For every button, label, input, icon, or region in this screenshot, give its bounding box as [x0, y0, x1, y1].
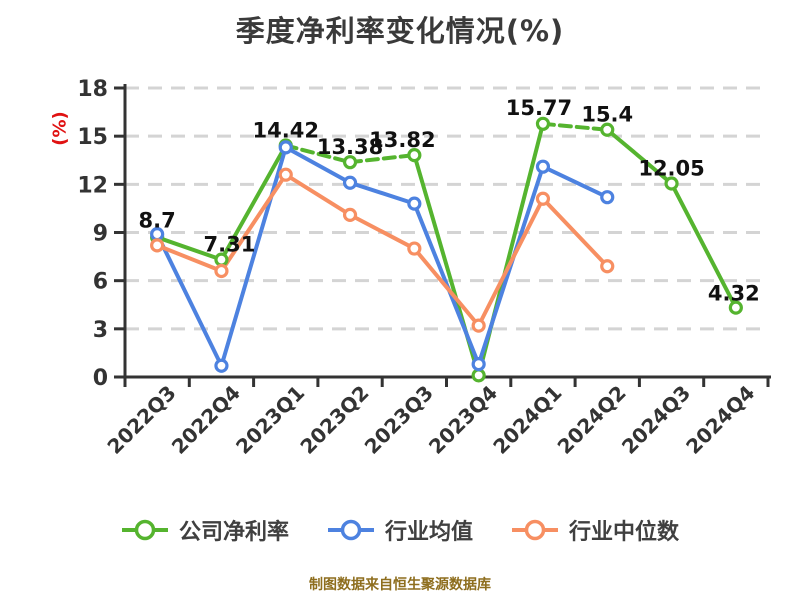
series-line-industry-average	[412, 201, 481, 367]
x-category-label: 2024Q2	[553, 381, 631, 459]
legend-marker-icon	[512, 519, 558, 541]
series-line-company-net-margin	[155, 235, 224, 262]
data-point-industry-median[interactable]	[278, 167, 293, 182]
series-line-industry-average	[155, 232, 224, 368]
data-point-industry-median[interactable]	[214, 263, 229, 279]
series-line-company-net-margin	[605, 127, 674, 186]
series-line-industry-median	[540, 196, 610, 269]
legend-item-industry-average[interactable]: 行业均值	[327, 514, 473, 546]
data-point-label: 15.4	[581, 103, 633, 127]
data-point-label: 7.31	[204, 233, 256, 257]
series-line-industry-median	[348, 212, 417, 251]
series-line-company-net-margin	[283, 143, 353, 165]
x-category-label: 2024Q4	[681, 381, 759, 459]
data-point-industry-median[interactable]	[150, 238, 165, 253]
series-line-industry-average	[540, 164, 610, 200]
x-category-label: 2023Q4	[424, 381, 502, 459]
data-point-label: 8.7	[139, 208, 176, 232]
series-line-company-net-margin	[219, 143, 288, 262]
series-line-industry-median	[155, 243, 224, 274]
legend-marker-icon	[121, 519, 168, 541]
series-line-industry-average	[219, 145, 288, 368]
data-point-company-net-margin[interactable]	[728, 300, 743, 315]
legend: 公司净利率 行业均值 行业中位数	[0, 514, 800, 546]
data-point-industry-average[interactable]	[407, 196, 422, 211]
data-point-company-net-margin[interactable]	[342, 155, 358, 170]
y-axis-tick-label: 18	[77, 77, 108, 102]
legend-item-label: 行业中位数	[569, 520, 680, 545]
data-point-label: 15.77	[506, 96, 572, 120]
data-point-company-net-margin[interactable]	[407, 148, 422, 163]
x-category-label: 2022Q4	[167, 381, 245, 459]
data-point-label: 14.42	[253, 118, 319, 142]
data-point-label: 13.82	[369, 128, 435, 152]
series-line-industry-median	[476, 196, 545, 328]
series-line-industry-median	[283, 172, 353, 217]
data-point-company-net-margin[interactable]	[600, 122, 615, 137]
y-axis-tick-label: 6	[93, 270, 108, 295]
data-point-label: 12.05	[638, 157, 704, 181]
y-axis-tick-label: 15	[77, 125, 108, 150]
series-line-industry-average	[283, 145, 353, 185]
data-point-industry-median[interactable]	[600, 259, 615, 274]
series-line-industry-average	[348, 180, 417, 206]
x-category-label: 2023Q2	[295, 381, 373, 459]
data-point-company-net-margin[interactable]	[664, 176, 679, 191]
x-category-label: 2023Q3	[360, 381, 438, 459]
data-point-label: 13.38	[317, 135, 383, 159]
legend-marker-icon	[327, 519, 374, 541]
series-line-company-net-margin	[348, 153, 417, 165]
data-point-label: 4.32	[708, 282, 760, 306]
y-axis-tick-label: 12	[77, 173, 108, 198]
x-category-label: 2023Q1	[231, 381, 309, 459]
data-point-industry-median[interactable]	[342, 207, 358, 222]
series-line-company-net-margin	[540, 121, 610, 132]
legend-item-company-net-margin[interactable]: 公司净利率	[121, 514, 289, 546]
y-axis-tick-label: 3	[93, 318, 108, 343]
data-point-industry-average[interactable]	[342, 175, 358, 190]
legend-item-label: 行业均值	[384, 520, 473, 545]
x-category-label: 2022Q3	[102, 381, 180, 459]
data-point-industry-median[interactable]	[471, 318, 486, 333]
data-point-industry-average[interactable]	[600, 190, 615, 205]
chart-title: 季度净利率变化情况(%)	[235, 14, 565, 48]
data-point-company-net-margin[interactable]	[535, 116, 551, 131]
data-point-industry-average[interactable]	[214, 358, 229, 373]
series-line-industry-median	[219, 172, 288, 274]
y-axis-tick-label: 0	[93, 366, 108, 391]
data-point-industry-average[interactable]	[535, 159, 551, 174]
data-point-industry-average[interactable]	[471, 357, 486, 372]
data-source-note: 制图数据来自恒生聚源数据库	[309, 577, 491, 593]
series-line-industry-median	[412, 246, 481, 328]
y-axis-tick-label: 9	[93, 222, 108, 247]
data-point-industry-average[interactable]	[278, 140, 293, 155]
series-line-company-net-margin	[669, 181, 738, 310]
legend-item-label: 公司净利率	[178, 520, 289, 545]
data-point-company-net-margin[interactable]	[471, 368, 486, 383]
x-category-label: 2024Q3	[617, 381, 695, 459]
data-point-industry-median[interactable]	[407, 241, 422, 256]
legend-item-industry-median[interactable]: 行业中位数	[511, 514, 679, 546]
data-point-industry-median[interactable]	[535, 191, 551, 206]
x-category-label: 2024Q1	[488, 381, 566, 459]
